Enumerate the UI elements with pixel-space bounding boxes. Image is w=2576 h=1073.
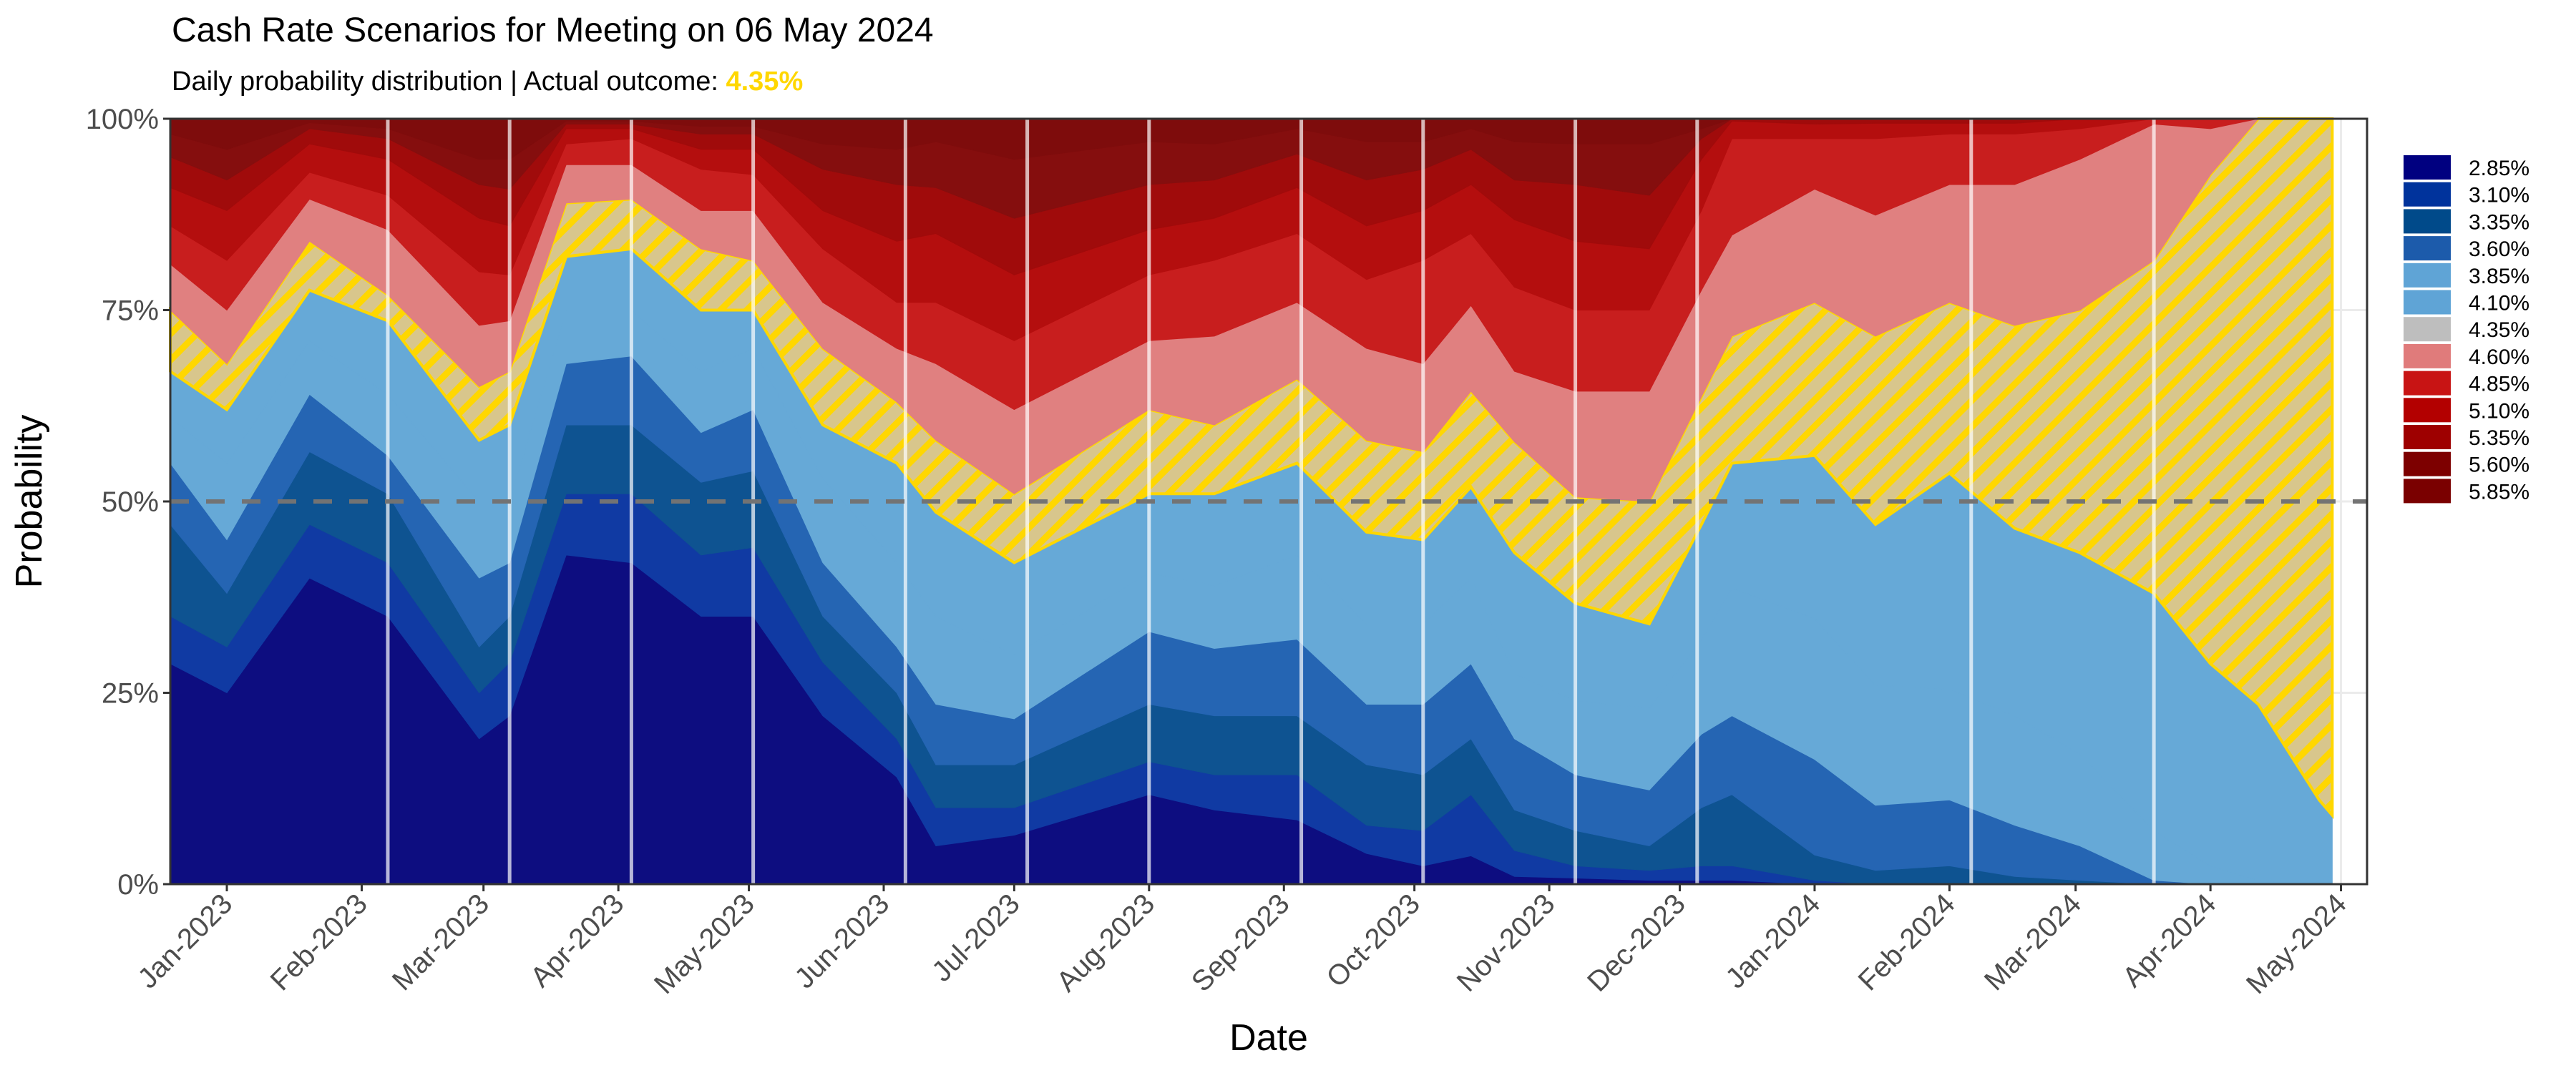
legend-swatch	[2404, 451, 2451, 476]
legend-label: 5.10%	[2469, 399, 2529, 423]
x-axis-title: Date	[1229, 1017, 1308, 1059]
y-tick-label: 50%	[102, 486, 159, 518]
legend-label: 5.35%	[2469, 426, 2529, 450]
legend-label: 3.10%	[2469, 184, 2529, 207]
x-tick-label: Dec-2023	[1581, 888, 1692, 998]
legend-swatch	[2404, 209, 2451, 234]
y-tick-label: 25%	[102, 678, 159, 710]
legend-swatch	[2404, 263, 2451, 288]
actual-outcome-value: 4.35%	[726, 67, 803, 97]
legend-label: 5.85%	[2469, 480, 2529, 504]
plot-area	[169, 117, 2368, 886]
x-tick-label: May-2023	[648, 888, 761, 1000]
legend-label: 2.85%	[2469, 157, 2529, 180]
subtitle-text: Daily probability distribution | Actual …	[172, 67, 726, 97]
x-tick-label: May-2024	[2240, 888, 2353, 1000]
legend-swatch	[2404, 425, 2451, 449]
legend-swatch	[2404, 182, 2451, 207]
x-tick-label: Mar-2023	[386, 888, 495, 996]
legend: 2.85% 3.10% 3.35% 3.60% 3.85% 4.10% 4.35% 4.60%…	[2404, 155, 2529, 504]
chart-subtitle: Daily probability distribution | Actual …	[172, 67, 803, 97]
y-tick-label: 0%	[117, 869, 159, 901]
legend-label: 4.60%	[2469, 346, 2529, 369]
x-tick-label: Sep-2023	[1186, 888, 1296, 998]
x-tick-label: Mar-2024	[1979, 888, 2087, 996]
x-tick-label: Feb-2023	[265, 888, 374, 996]
x-tick-label: Aug-2023	[1050, 888, 1161, 998]
x-tick-label: Apr-2024	[2117, 888, 2222, 993]
legend-label: 4.35%	[2469, 318, 2529, 342]
legend-label: 3.60%	[2469, 237, 2529, 261]
legend-swatch	[2404, 317, 2451, 342]
legend-swatch	[2404, 343, 2451, 368]
legend-label: 5.60%	[2469, 454, 2529, 477]
x-tick-label: Apr-2023	[525, 888, 630, 993]
x-tick-label: Oct-2023	[1321, 888, 1426, 993]
legend-label: 3.35%	[2469, 210, 2529, 234]
x-tick-label: Jan-2023	[132, 888, 238, 994]
x-tick-label: Nov-2023	[1451, 888, 1561, 998]
y-tick-label: 75%	[102, 295, 159, 327]
chart-title: Cash Rate Scenarios for Meeting on 06 Ma…	[172, 11, 934, 49]
legend-label: 4.85%	[2469, 373, 2529, 396]
x-tick-label: Jul-2023	[926, 888, 1026, 988]
legend-swatch	[2404, 371, 2451, 396]
y-axis-title: Probability	[9, 415, 50, 589]
x-tick-label: Feb-2024	[1853, 888, 1961, 996]
y-tick-label: 100%	[86, 104, 159, 135]
x-tick-label: Jun-2023	[789, 888, 895, 994]
x-tick-label: Jan-2024	[1719, 888, 1826, 994]
legend-swatch	[2404, 236, 2451, 261]
legend-swatch	[2404, 479, 2451, 504]
legend-swatch	[2404, 290, 2451, 315]
legend-swatch	[2404, 155, 2451, 180]
legend-swatch	[2404, 398, 2451, 423]
legend-label: 3.85%	[2469, 265, 2529, 288]
legend-label: 4.10%	[2469, 292, 2529, 315]
